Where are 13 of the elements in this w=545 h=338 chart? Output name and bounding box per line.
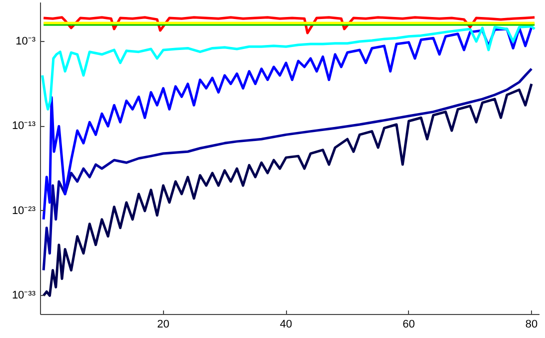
x-tick-label: 60: [402, 318, 415, 330]
x-tick-label: 20: [157, 318, 170, 330]
y-tick-label: 10⁻³³: [12, 290, 36, 302]
line-series: [42, 26, 533, 221]
x-tick-label: 80: [525, 318, 538, 330]
x-tick-label: 40: [280, 318, 292, 330]
y-tick-label: 10⁻³: [16, 35, 36, 48]
y-tick-label: 10⁻¹³: [12, 120, 36, 132]
y-tick-label: 10⁻²³: [12, 204, 36, 217]
line-series: [42, 68, 533, 272]
line-series: [42, 82, 533, 297]
line-series: [41, 25, 536, 111]
line-series: [42, 16, 536, 34]
